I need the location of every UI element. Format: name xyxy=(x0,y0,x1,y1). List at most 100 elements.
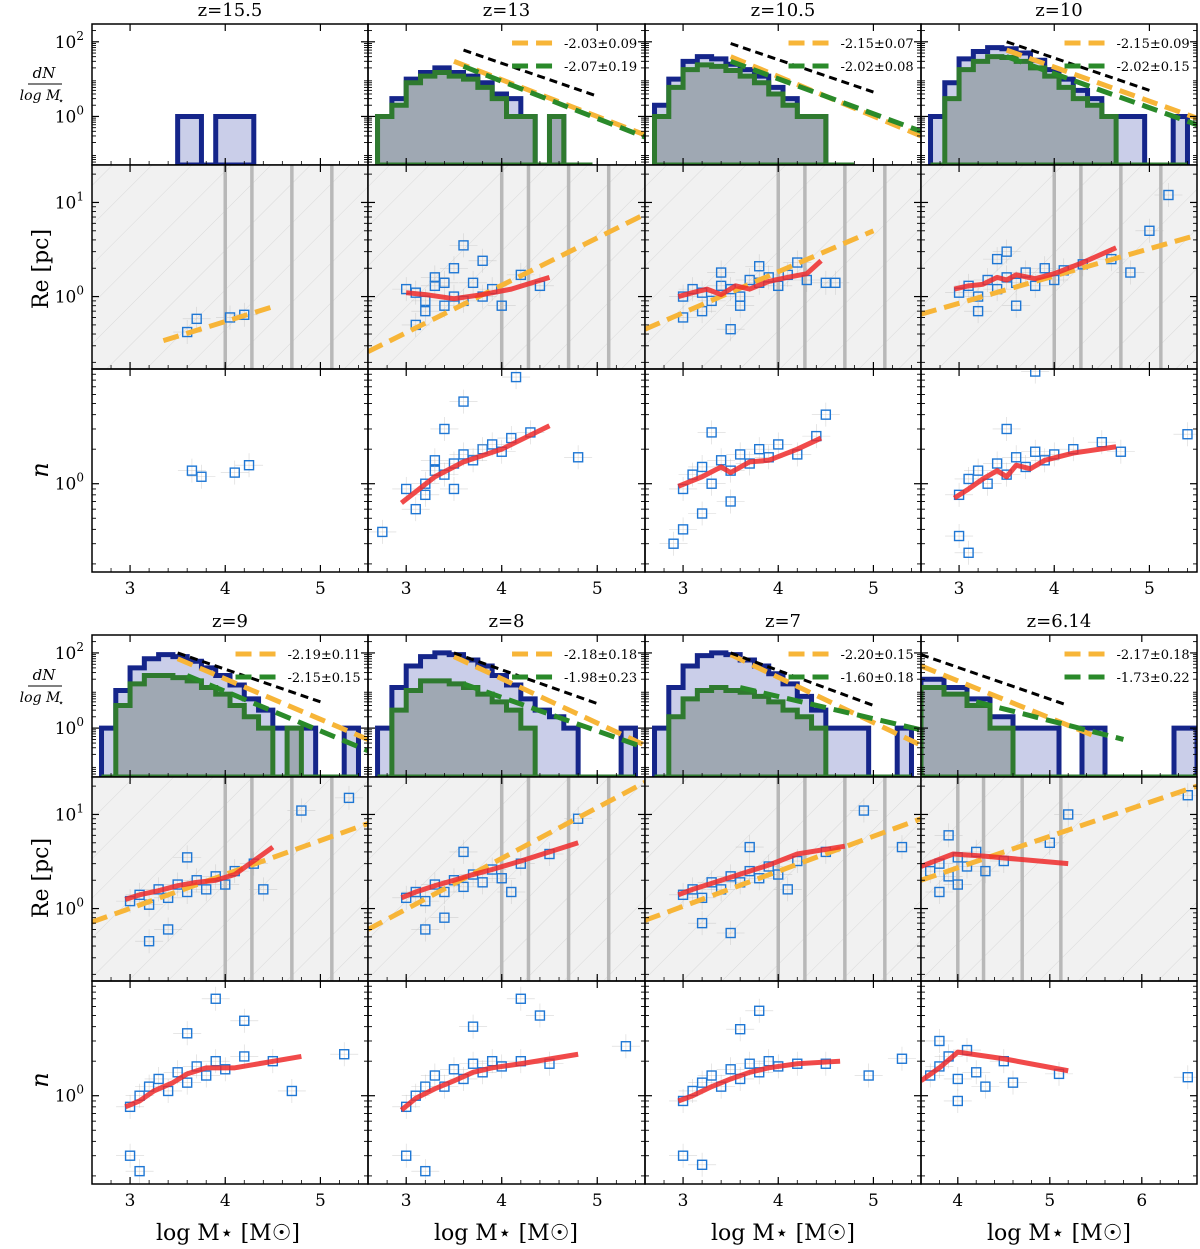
data-point-19 xyxy=(439,277,450,289)
panel-content xyxy=(921,777,1197,981)
xtick-label-2: 5 xyxy=(315,579,326,599)
data-point-13 xyxy=(620,1041,632,1052)
data-point-3 xyxy=(429,1070,441,1081)
size-mass-fit xyxy=(162,304,274,344)
panel-n-r1c1: 3 4 5 xyxy=(367,980,646,1211)
median-line xyxy=(400,840,579,901)
xtick-label-1: 4 xyxy=(1049,579,1060,599)
legend-label-1: -1.98±0.23 xyxy=(564,671,637,686)
data-point-6 xyxy=(980,865,991,877)
ytick-label-1: 101 xyxy=(55,801,84,825)
data-point-16 xyxy=(734,300,746,311)
hist-green xyxy=(375,70,593,165)
hist-green xyxy=(654,685,912,777)
data-point-13 xyxy=(858,805,870,816)
shade-hatch xyxy=(921,777,1197,981)
data-point-1 xyxy=(410,503,421,515)
panel-content xyxy=(669,998,916,1177)
data-point-13 xyxy=(448,263,460,274)
xtick-label-0: 3 xyxy=(125,1191,136,1211)
xlabel-col1: log M⋆ [M☉] xyxy=(156,1221,300,1246)
data-point-8 xyxy=(201,884,212,895)
size-mass-fit xyxy=(368,780,645,932)
panel-re-r1c3 xyxy=(920,776,1198,982)
frame xyxy=(91,980,369,1185)
data-point-1 xyxy=(963,473,974,485)
ylabel-n-top: n xyxy=(26,462,54,477)
panel-n-r0c3: 3 4 5 xyxy=(920,368,1198,599)
size-mass-fit xyxy=(645,228,875,332)
data-point-13 xyxy=(286,1085,298,1097)
data-point-17 xyxy=(377,526,388,538)
ytick-exp: 0 xyxy=(76,715,84,729)
shade-hatch xyxy=(92,777,368,981)
data-point-5 xyxy=(448,1064,460,1075)
xtick-label-2: 6 xyxy=(1136,1191,1147,1211)
xlabel-col2: log M⋆ [M☉] xyxy=(434,1221,578,1246)
data-point-17 xyxy=(515,993,527,1004)
data-point-14 xyxy=(896,1053,908,1064)
data-point-18 xyxy=(754,1005,765,1016)
data-point-3 xyxy=(706,478,717,489)
ytick-label-1: 102 xyxy=(55,640,84,664)
data-point-8 xyxy=(429,272,441,283)
panel-hist-r0c3: -2.15±0.09 -2.02±0.15 xyxy=(920,23,1198,166)
data-point-13 xyxy=(677,524,689,535)
fit-line-0 xyxy=(176,656,368,742)
legend-label-0: -2.15±0.09 xyxy=(1117,37,1190,52)
fit-line-2 xyxy=(463,48,598,98)
panel-title-r1c2: z=7 xyxy=(765,611,801,632)
panel-content xyxy=(92,777,368,981)
median-line xyxy=(953,245,1118,292)
data-point-19 xyxy=(725,324,736,335)
data-point-17 xyxy=(181,1028,193,1039)
data-point-16 xyxy=(963,547,974,558)
panel-content xyxy=(392,986,640,1184)
data-point-5 xyxy=(725,1064,736,1075)
ytick-label-0: 100 xyxy=(55,1083,84,1107)
ylabel-re-top: Re [pc] xyxy=(29,229,54,309)
data-point-14 xyxy=(1144,225,1155,236)
data-point-15 xyxy=(715,267,727,278)
data-point-14 xyxy=(896,841,908,853)
median-line xyxy=(405,274,551,302)
data-point-14 xyxy=(1182,429,1193,440)
panel-re-r1c2 xyxy=(644,776,922,982)
data-point-6 xyxy=(734,449,746,460)
data-point-14 xyxy=(401,1150,412,1161)
xtick-label-0: 3 xyxy=(954,579,965,599)
data-point-3 xyxy=(153,1073,164,1085)
ytick-label-0: 100 xyxy=(55,103,84,127)
data-point-14 xyxy=(420,924,431,935)
panel-hist-r1c2: -2.20±0.15 -1.60±0.18 xyxy=(644,634,922,778)
data-point-9 xyxy=(486,439,498,450)
data-point-13 xyxy=(572,813,584,824)
ylabel-hist-sub: ⋆ xyxy=(58,96,64,107)
data-point-17 xyxy=(1001,423,1012,435)
ylabel-hist-num-2: dN xyxy=(33,666,57,684)
ytick-exp: 2 xyxy=(76,640,84,654)
ytick-label-0: 100 xyxy=(55,715,84,739)
data-point-2 xyxy=(696,1077,708,1088)
data-point-3 xyxy=(243,460,255,471)
data-point-4 xyxy=(991,458,1003,469)
ytick-label-1: 101 xyxy=(55,189,84,213)
data-point-2 xyxy=(696,892,708,904)
data-point-12 xyxy=(943,830,954,841)
hist-green xyxy=(101,673,359,777)
panel-hist-r0c2: -2.15±0.07 -2.02±0.08 xyxy=(644,23,922,166)
frame xyxy=(644,980,922,1185)
data-point-17 xyxy=(820,409,832,420)
legend-label-0: -2.18±0.18 xyxy=(564,648,637,663)
ylabel-hist-num: dN xyxy=(33,64,57,82)
xtick-label-0: 3 xyxy=(401,579,412,599)
data-point-17 xyxy=(744,841,755,853)
ytick-exp: 1 xyxy=(76,801,84,815)
data-point-19 xyxy=(458,396,469,407)
panel-title-r1c3: z=6.14 xyxy=(1027,611,1092,632)
legend-label-1: -2.07±0.19 xyxy=(564,60,637,75)
panel-content xyxy=(368,165,645,369)
median-line xyxy=(677,435,823,489)
data-point-3 xyxy=(952,1073,963,1085)
data-point-13 xyxy=(1115,446,1127,457)
